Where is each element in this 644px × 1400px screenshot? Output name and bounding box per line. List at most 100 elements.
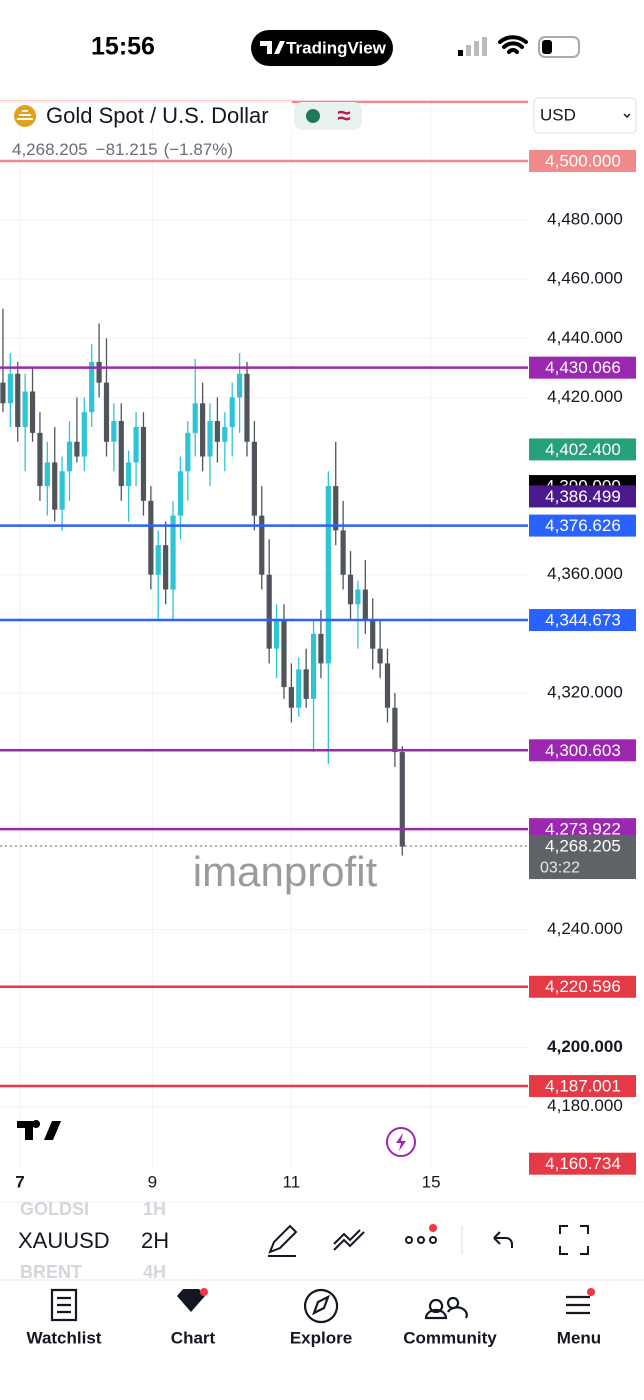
menu-icon[interactable]	[566, 1295, 590, 1315]
status-pill	[294, 102, 362, 130]
header-bg	[0, 101, 292, 131]
signal	[458, 37, 487, 56]
coin-glyph	[17, 110, 33, 120]
candle-body	[362, 589, 368, 620]
candle-body	[399, 752, 405, 847]
candle-body	[74, 441, 80, 457]
level-label-bg	[529, 356, 636, 379]
change-pct: (−1.87%)	[164, 140, 233, 159]
candle-body	[392, 707, 398, 753]
symbol-option[interactable]: BRENT	[20, 1262, 82, 1282]
wifi	[498, 35, 528, 54]
candle-body	[44, 462, 50, 487]
candle-body	[52, 462, 58, 510]
candle-body	[222, 426, 228, 442]
candle-body	[229, 397, 235, 427]
candle-body	[148, 500, 154, 575]
level-label-bg	[529, 438, 636, 461]
x-tick-label: 9	[148, 1172, 157, 1191]
candle-body	[15, 373, 21, 427]
level-label-bg	[529, 514, 636, 537]
level-label: 4,430.066	[545, 358, 621, 377]
draw-tool[interactable]	[268, 1224, 298, 1257]
more-dot[interactable]	[405, 1236, 413, 1244]
candle-body	[126, 462, 132, 487]
y-tick-label: 4,240.000	[547, 919, 623, 938]
y-tick-label: 4,460.000	[547, 269, 623, 288]
y-tick-label: 4,360.000	[547, 564, 623, 583]
level-label: 4,220.596	[545, 977, 621, 996]
candle-body	[288, 687, 294, 708]
candle-body	[96, 361, 102, 383]
undo[interactable]	[493, 1231, 513, 1248]
clock: 15:56	[91, 33, 155, 61]
badge	[429, 1224, 437, 1232]
nav-label[interactable]: Community	[403, 1328, 497, 1347]
symbol-current[interactable]: XAUUSD	[18, 1228, 110, 1253]
chart-icon[interactable]	[177, 1289, 205, 1312]
candle-body	[333, 486, 339, 531]
candle-body	[163, 545, 169, 590]
nav-label[interactable]: Menu	[557, 1328, 601, 1347]
candle-body	[214, 421, 221, 442]
candle-body	[355, 589, 361, 605]
candle-body	[133, 426, 139, 463]
y-tick-label: 4,420.000	[547, 387, 623, 406]
tv-logo-small	[260, 41, 285, 54]
candle-body	[155, 545, 161, 575]
interval-option[interactable]: 1H	[143, 1199, 166, 1219]
level-label-bg	[529, 609, 636, 632]
badge	[587, 1288, 595, 1296]
candle-body	[384, 663, 391, 708]
candle-body	[207, 421, 213, 457]
level-label: 4,386.499	[545, 487, 621, 506]
candle-body	[140, 426, 147, 501]
candle-body	[29, 391, 36, 433]
tv-watermark-logo	[17, 1120, 61, 1140]
level-label-bg	[529, 739, 636, 762]
nav-label[interactable]: Chart	[171, 1328, 216, 1347]
level-label: 4,273.922	[545, 820, 621, 839]
watchlist-icon[interactable]	[50, 1288, 78, 1322]
y-tick-label: 4,480.000	[547, 210, 623, 229]
candle-body	[59, 471, 65, 510]
candle-body	[200, 403, 206, 457]
interval-option[interactable]: 4H	[143, 1262, 166, 1282]
currency-select[interactable]	[533, 97, 637, 134]
nav-label[interactable]: Explore	[290, 1328, 352, 1347]
candle-body	[310, 633, 317, 699]
level-label-bg	[529, 149, 636, 172]
watermark: imanprofit	[193, 848, 378, 895]
community-icon[interactable]	[424, 1296, 468, 1320]
battery	[538, 36, 580, 58]
y-tick-label: 4,200.000	[547, 1037, 623, 1056]
fullscreen[interactable]	[559, 1225, 589, 1255]
candle-body	[7, 373, 13, 404]
candle-body	[273, 619, 280, 649]
candle-body	[192, 403, 198, 433]
candle-body	[37, 432, 43, 487]
more-dot	[417, 1236, 425, 1244]
level-label-bg	[529, 975, 636, 998]
nav-label[interactable]: Watchlist	[27, 1328, 102, 1347]
candle-body	[0, 382, 6, 404]
candle-body	[103, 382, 110, 442]
candle-body	[118, 421, 124, 487]
candle-body	[318, 633, 324, 664]
candle-body	[177, 471, 184, 516]
y-tick-label: 4,320.000	[547, 682, 623, 701]
nav-icons	[50, 1288, 590, 1324]
price-summary: 4,268.205 −81.215 (−1.87%)	[12, 140, 233, 159]
app-pill	[251, 30, 393, 66]
y-tick-label: 4,180.000	[547, 1096, 623, 1115]
bolt	[396, 1133, 406, 1151]
delay-icon: ≈	[337, 102, 350, 129]
trend-tool[interactable]	[333, 1229, 365, 1251]
explore-icon[interactable]	[303, 1288, 339, 1324]
x-tick-label: 15	[422, 1172, 441, 1191]
candle-body	[281, 619, 287, 688]
interval-current[interactable]: 2H	[141, 1228, 169, 1253]
candle-body	[170, 515, 176, 590]
symbol-option[interactable]: GOLDSI	[20, 1199, 89, 1219]
